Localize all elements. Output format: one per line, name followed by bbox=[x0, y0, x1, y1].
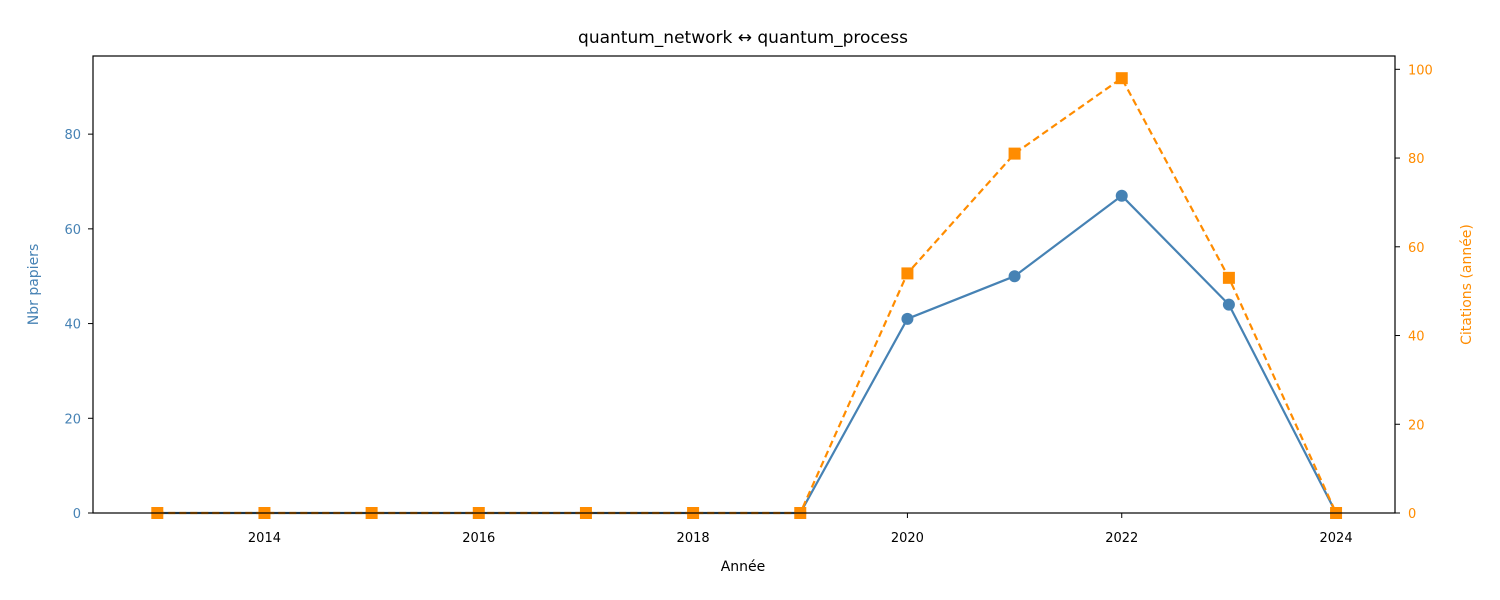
series-1-point bbox=[1222, 298, 1235, 311]
series-2-point bbox=[1222, 271, 1235, 284]
y-left-tick-label: 0 bbox=[73, 507, 81, 522]
x-tick-label: 2022 bbox=[1105, 531, 1138, 546]
y-right-tick-label: 40 bbox=[1408, 330, 1425, 345]
series-1-point bbox=[901, 312, 914, 325]
x-tick-label: 2024 bbox=[1320, 531, 1353, 546]
series-2-line bbox=[157, 77, 1338, 515]
y-right-tick-label: 20 bbox=[1408, 418, 1425, 433]
series-2-point bbox=[1008, 147, 1021, 160]
series-1-point bbox=[1008, 270, 1021, 283]
x-tick-label: 2014 bbox=[248, 531, 281, 546]
series-2-point bbox=[1115, 72, 1128, 85]
y-right-tick-label: 80 bbox=[1408, 152, 1425, 167]
plot-frame bbox=[92, 55, 1396, 514]
y-left-tick-label: 80 bbox=[64, 128, 81, 143]
y-left-tick-label: 60 bbox=[64, 223, 81, 238]
plot-area: 2014 2016 2018 2020 2022 2024 0 20 40 60 80 0 20 40 60… bbox=[64, 63, 1432, 546]
x-axis-label: Année bbox=[721, 559, 766, 575]
series-2-point bbox=[901, 267, 914, 280]
y-right-tick-label: 60 bbox=[1408, 241, 1425, 256]
y-axis-right-label: Citations (année) bbox=[1459, 224, 1475, 345]
y-left-tick-label: 20 bbox=[64, 412, 81, 427]
y-axis-left-label: Nbr papiers bbox=[26, 244, 42, 325]
x-tick-label: 2020 bbox=[891, 531, 924, 546]
x-tick-label: 2016 bbox=[462, 531, 495, 546]
series-1-point bbox=[1115, 189, 1128, 202]
x-tick-label: 2018 bbox=[677, 531, 710, 546]
chart-title: quantum_network ↔ quantum_process bbox=[578, 28, 908, 48]
y-right-tick-label: 100 bbox=[1408, 63, 1433, 78]
series-1-line bbox=[157, 194, 1338, 515]
y-right-tick-label: 0 bbox=[1408, 507, 1416, 522]
y-left-tick-label: 40 bbox=[64, 318, 81, 333]
